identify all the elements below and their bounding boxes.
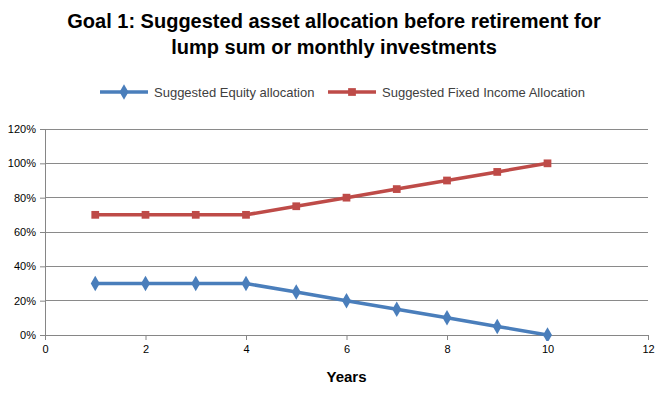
- marker: [392, 301, 401, 317]
- axis-line: [40, 130, 46, 336]
- grid-line: [45, 129, 648, 130]
- tick: 6: [344, 335, 350, 355]
- tick-mark: [40, 129, 45, 130]
- legend-marker: [348, 88, 356, 96]
- grid-line: [45, 163, 648, 164]
- marker: [393, 185, 401, 193]
- legend-label: Suggested Fixed Income Allocation: [382, 85, 585, 100]
- tick-label: 4: [243, 343, 249, 355]
- y-axis: 0% 20% 40% 60% 80% 100% 120%: [8, 123, 46, 341]
- tick: 80%: [14, 192, 45, 204]
- tick: 4: [243, 335, 249, 355]
- tick-label: 120%: [8, 123, 36, 135]
- tick-mark: [40, 301, 45, 302]
- tick-mark: [246, 335, 247, 340]
- marker: [493, 168, 501, 176]
- tick-mark: [40, 163, 45, 164]
- title-line: Goal 1: Suggested asset allocation befor…: [67, 10, 601, 32]
- tick: 100%: [8, 157, 45, 169]
- axis-line: [46, 336, 649, 341]
- tick: 120%: [8, 123, 45, 135]
- tick: 8: [444, 335, 450, 355]
- title-line: lump sum or monthly investments: [171, 36, 497, 58]
- title: Goal 1: Suggested asset allocation befor…: [67, 10, 601, 58]
- series-line: [95, 163, 547, 215]
- tick-label: 8: [444, 343, 450, 355]
- background: [0, 0, 668, 407]
- tick-mark: [447, 335, 448, 340]
- marker: [543, 327, 552, 341]
- grid-line: [45, 232, 648, 233]
- tick-label: 0%: [20, 329, 36, 341]
- legend: Suggested Equity allocation Suggested Fix…: [100, 84, 585, 100]
- tick-label: 2: [143, 343, 149, 355]
- marker: [292, 284, 301, 300]
- marker: [493, 319, 502, 335]
- marker: [342, 293, 351, 309]
- grid: [45, 129, 648, 335]
- grid-line: [45, 266, 648, 267]
- legend-item: Suggested Fixed Income Allocation: [328, 85, 585, 100]
- tick: 20%: [14, 295, 45, 307]
- tick-label: 12: [642, 343, 654, 355]
- marker: [544, 159, 552, 167]
- marker: [91, 276, 100, 292]
- tick-label: 100%: [8, 157, 36, 169]
- legend-item: Suggested Equity allocation: [100, 84, 314, 100]
- marker: [242, 211, 250, 219]
- tick-mark: [347, 335, 348, 340]
- marker: [141, 276, 150, 292]
- tick-label: 0: [42, 343, 48, 355]
- series-line: [95, 284, 547, 336]
- tick-label: 10: [542, 343, 554, 355]
- tick: 2: [143, 335, 149, 355]
- tick: 40%: [14, 260, 45, 272]
- tick-mark: [146, 335, 147, 340]
- marker: [242, 276, 251, 292]
- tick-label: 60%: [14, 226, 36, 238]
- marker: [191, 276, 200, 292]
- x-axis: 0 2 4 6 8 10 12: [42, 335, 654, 355]
- tick-label: 20%: [14, 295, 36, 307]
- marker: [343, 194, 351, 202]
- tick: 60%: [14, 226, 45, 238]
- marker: [91, 211, 99, 219]
- tick-label: 80%: [14, 192, 36, 204]
- tick-mark: [45, 335, 46, 340]
- tick: 0%: [20, 329, 45, 341]
- tick-label: 6: [344, 343, 350, 355]
- plot-area: [91, 159, 552, 341]
- tick-mark: [40, 232, 45, 233]
- marker: [292, 202, 300, 210]
- legend-marker: [120, 84, 129, 100]
- tick-label: 40%: [14, 260, 36, 272]
- x-axis-title: Years: [326, 368, 366, 385]
- tick-mark: [40, 335, 45, 336]
- chart: Goal 1: Suggested asset allocation befor…: [0, 0, 668, 407]
- legend-label: Suggested Equity allocation: [154, 85, 314, 100]
- marker: [192, 211, 200, 219]
- marker: [443, 310, 452, 326]
- marker: [142, 211, 150, 219]
- tick-mark: [648, 335, 649, 340]
- tick-mark: [40, 198, 45, 199]
- tick-mark: [40, 266, 45, 267]
- tick: 0: [42, 335, 48, 355]
- tick: 12: [642, 335, 654, 355]
- marker: [443, 177, 451, 185]
